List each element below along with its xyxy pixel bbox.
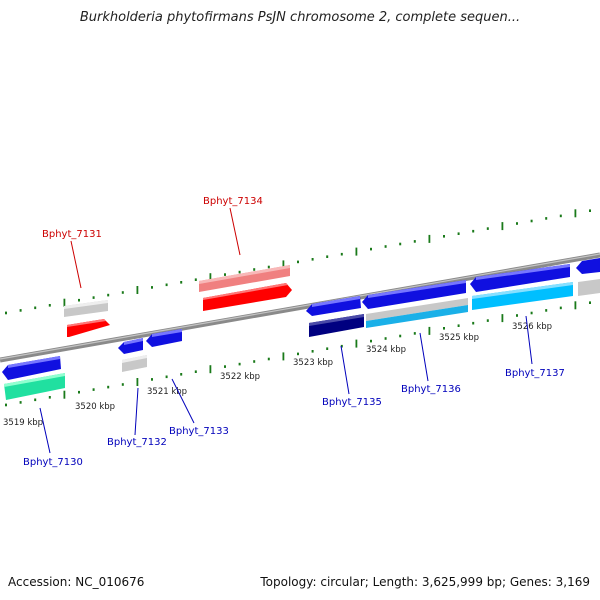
gene-feature-7132[interactable] bbox=[118, 338, 147, 372]
kbp-label-3519: 3519 kbp bbox=[3, 418, 43, 428]
leader-line-7137 bbox=[525, 315, 533, 365]
gene-label-7131[interactable]: Bphyt_7131 bbox=[42, 229, 102, 240]
kbp-label-3524: 3524 kbp bbox=[366, 345, 406, 355]
gene-label-7132[interactable]: Bphyt_7132 bbox=[107, 437, 167, 448]
kbp-label-3523: 3523 kbp bbox=[293, 358, 333, 368]
leader-line-7134 bbox=[229, 207, 241, 256]
leader-line-7132 bbox=[134, 387, 139, 436]
gene-label-7136[interactable]: Bphyt_7136 bbox=[401, 384, 461, 395]
gene-feature-7134[interactable] bbox=[199, 265, 292, 311]
gene-feature-7138-partial[interactable] bbox=[576, 258, 600, 296]
gene-feature-7130[interactable] bbox=[2, 356, 65, 400]
gene-label-7130[interactable]: Bphyt_7130 bbox=[23, 457, 83, 468]
leader-line-7133 bbox=[171, 378, 195, 424]
gene-feature-7137[interactable] bbox=[470, 264, 573, 310]
accession-text: Accession: NC_010676 bbox=[8, 575, 145, 589]
kbp-label-3520: 3520 kbp bbox=[75, 402, 115, 412]
gene-label-7134[interactable]: Bphyt_7134 bbox=[203, 196, 263, 207]
leader-line-7131 bbox=[70, 240, 82, 289]
gene-feature-7136[interactable] bbox=[362, 280, 468, 328]
map-title: Burkholderia phytofirmans PsJN chromosom… bbox=[79, 10, 521, 25]
leader-line-7136 bbox=[419, 332, 429, 382]
kbp-label-3525: 3525 kbp bbox=[439, 333, 479, 343]
leader-line-7135 bbox=[340, 345, 350, 395]
gene-feature-7135[interactable] bbox=[306, 296, 364, 337]
gene-label-7137[interactable]: Bphyt_7137 bbox=[505, 368, 565, 379]
gene-feature-7133[interactable] bbox=[146, 329, 182, 347]
gene-label-7135[interactable]: Bphyt_7135 bbox=[322, 397, 382, 408]
chromosome-backbone-highlight bbox=[0, 253, 600, 360]
kbp-label-3526: 3526 kbp bbox=[512, 322, 552, 332]
gene-label-7133[interactable]: Bphyt_7133 bbox=[169, 426, 229, 437]
kbp-label-3521: 3521 kbp bbox=[147, 387, 187, 397]
kbp-label-3522: 3522 kbp bbox=[220, 372, 260, 382]
chromosome-backbone bbox=[0, 252, 600, 363]
gene-feature-7131[interactable] bbox=[64, 300, 110, 337]
topology-text: Topology: circular; Length: 3,625,999 bp… bbox=[260, 575, 590, 589]
leader-line-7130 bbox=[39, 407, 51, 454]
